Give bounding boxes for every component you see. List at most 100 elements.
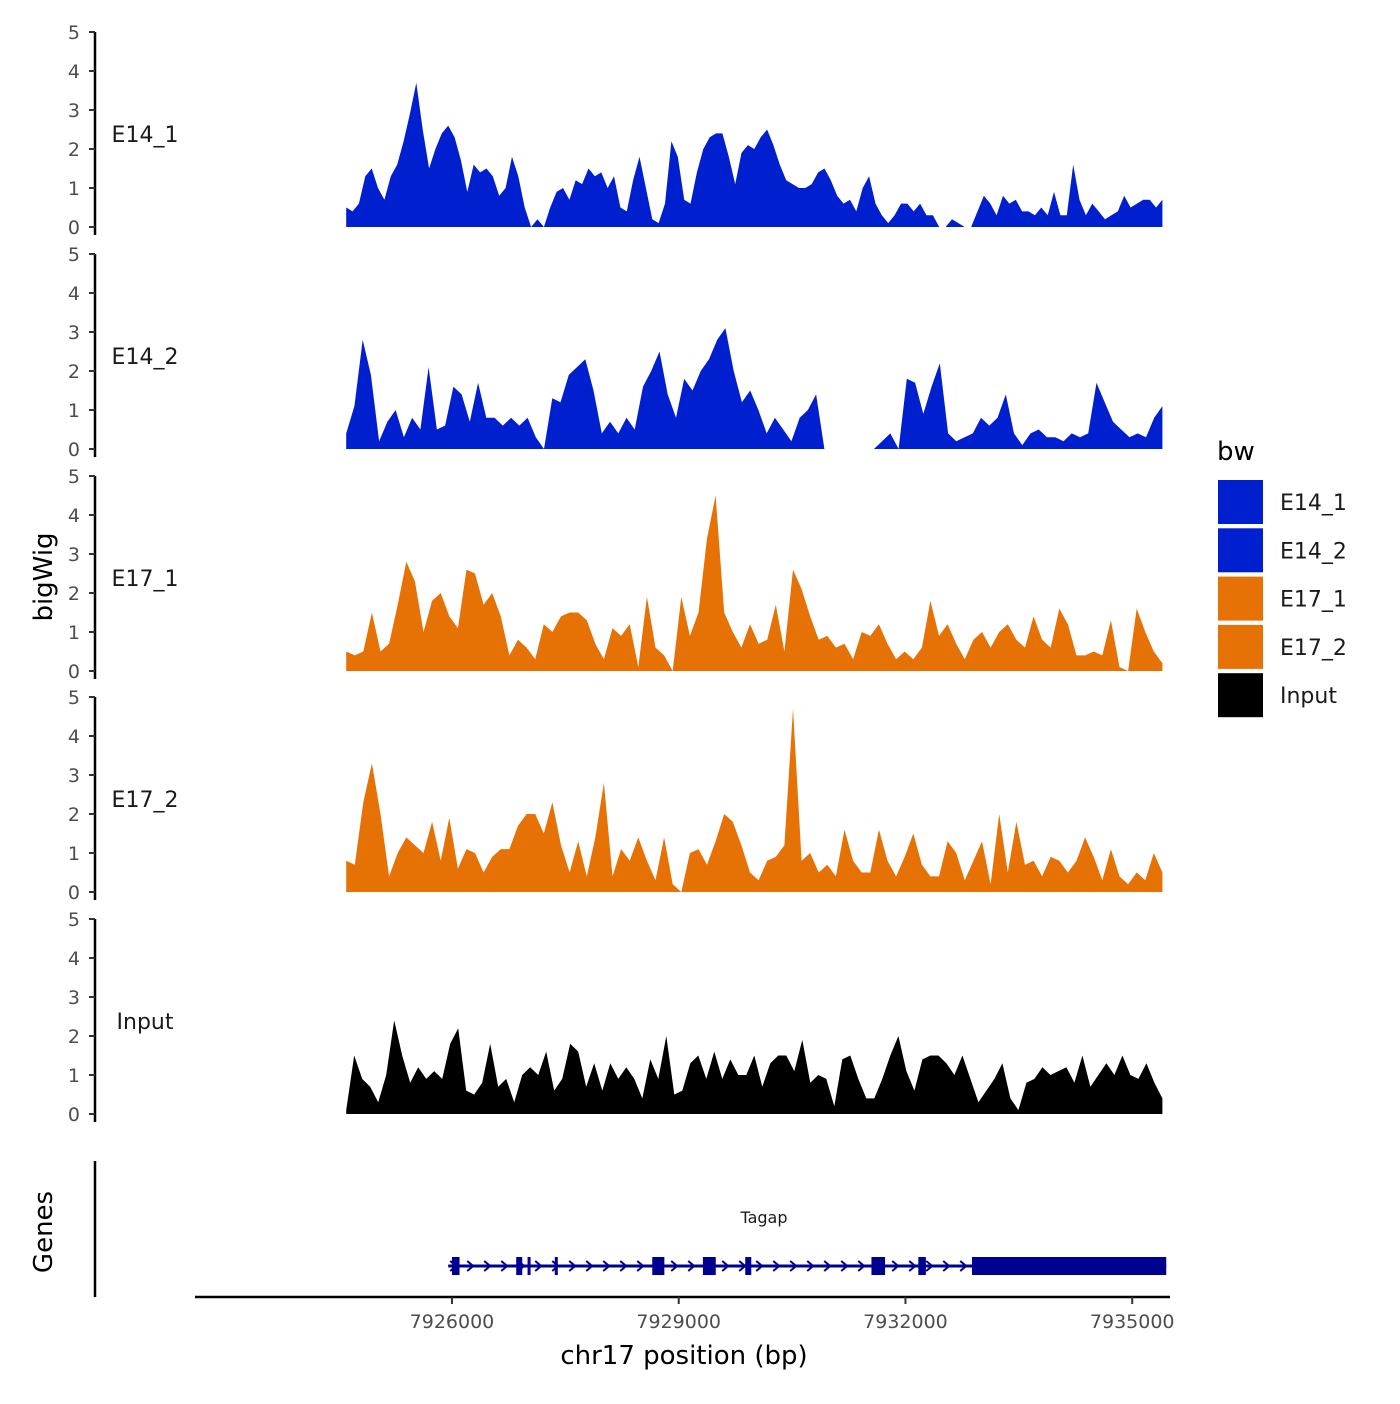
strand-arrow-28 [925, 1260, 934, 1272]
strand-arrow-20 [789, 1260, 798, 1272]
tracks-layer: 0 1 2 3 4 5 E14_1 0 1 2 3 4 5 E14_2 0 1 2 3 4 5 E17_1 0 1 2 3 4 5 E… [68, 22, 1163, 1126]
x-tick-label-1: 7929000 [636, 1311, 721, 1333]
y-tick-label-e14-1-0: 0 [68, 217, 80, 239]
strand-arrow-17 [738, 1260, 747, 1272]
y-tick-label-e17-1-1: 1 [68, 622, 80, 644]
gene-panel-title: Genes [29, 1191, 59, 1273]
strand-arrow-13 [670, 1260, 679, 1272]
y-tick-label-e17-1-0: 0 [68, 661, 80, 683]
track-label-e14-2: E14_2 [112, 345, 179, 370]
strand-arrow-6 [551, 1260, 560, 1272]
y-tick-label-e17-2-4: 4 [68, 726, 80, 748]
strand-arrow-21 [806, 1260, 815, 1272]
track-e17-2: 0 1 2 3 4 5 E17_2 [68, 687, 1163, 904]
strand-arrow-18 [755, 1260, 764, 1272]
strand-arrow-24 [857, 1260, 866, 1272]
track-e14-2: 0 1 2 3 4 5 E14_2 [68, 244, 1163, 461]
strand-arrow-14 [687, 1260, 696, 1272]
y-tick-label-e17-1-2: 2 [68, 583, 80, 605]
x-tick-label-3: 7935000 [1090, 1311, 1175, 1333]
strand-arrow-5 [534, 1260, 543, 1272]
y-tick-label-e14-2-3: 3 [68, 322, 80, 344]
legend-label-input: Input [1280, 684, 1337, 709]
y-tick-label-e17-2-0: 0 [68, 882, 80, 904]
x-tick-label-0: 7926000 [410, 1311, 495, 1333]
y-tick-label-e17-2-2: 2 [68, 804, 80, 826]
strand-arrow-30 [959, 1260, 968, 1272]
strand-arrow-7 [568, 1260, 577, 1272]
y-tick-label-input-5: 5 [68, 909, 80, 931]
y-tick-label-e14-1-5: 5 [68, 22, 80, 44]
legend-swatch-e14-1 [1218, 480, 1263, 524]
area-e14-1 [346, 82, 1163, 227]
gene-exon-2 [527, 1257, 531, 1275]
legend-swatch-e17-2 [1218, 624, 1263, 669]
strand-arrow-11 [636, 1260, 645, 1272]
x-axis-title: chr17 position (bp) [560, 1341, 807, 1371]
x-tick-label-2: 7932000 [863, 1311, 948, 1333]
track-label-e17-2: E17_2 [112, 788, 179, 813]
y-tick-label-e17-2-5: 5 [68, 687, 80, 709]
gene-exon-5 [702, 1257, 716, 1275]
legend-label-e17-2: E17_2 [1280, 636, 1347, 661]
legend-title: bw [1217, 437, 1255, 467]
area-e17-1 [346, 495, 1163, 671]
track-input: 0 1 2 3 4 5 Input [68, 909, 1163, 1126]
gene-layer: Tagap [93, 1161, 1167, 1297]
legend-label-e14-2: E14_2 [1280, 539, 1347, 564]
y-tick-label-e14-2-0: 0 [68, 439, 80, 461]
y-tick-label-e14-1-3: 3 [68, 100, 80, 122]
x-axis: 7926000 7929000 7932000 7935000 [195, 1295, 1175, 1333]
legend-label-e17-1: E17_1 [1280, 588, 1347, 613]
strand-arrow-2 [483, 1260, 492, 1272]
y-tick-label-e14-2-5: 5 [68, 244, 80, 266]
gene-exon-3 [554, 1257, 558, 1275]
track-e14-1: 0 1 2 3 4 5 E14_1 [68, 22, 1163, 239]
gene-exon-6 [745, 1257, 752, 1275]
area-input [346, 1020, 1163, 1114]
gene-exon-0 [451, 1257, 460, 1275]
strand-arrow-9 [602, 1260, 611, 1272]
track-label-input: Input [117, 1010, 174, 1035]
y-tick-label-input-0: 0 [68, 1104, 80, 1126]
strand-arrow-19 [772, 1260, 781, 1272]
y-tick-label-e14-2-2: 2 [68, 361, 80, 383]
y-tick-label-e14-1-2: 2 [68, 139, 80, 161]
strand-arrow-29 [942, 1260, 951, 1272]
y-tick-label-input-1: 1 [68, 1065, 80, 1087]
legend-swatch-e14-2 [1218, 528, 1263, 573]
y-tick-label-input-4: 4 [68, 948, 80, 970]
y-tick-label-e14-1-1: 1 [68, 178, 80, 200]
y-tick-label-e14-2-1: 1 [68, 400, 80, 422]
y-tick-label-e17-1-3: 3 [68, 544, 80, 566]
legend: bw E14_1 E14_2 E17_1 E17_2 Input [1217, 437, 1347, 718]
area-e14-2 [346, 328, 1163, 449]
y-tick-label-e17-1-4: 4 [68, 505, 80, 527]
strand-arrow-3 [500, 1260, 509, 1272]
track-label-e17-1: E17_1 [112, 567, 179, 592]
strand-arrow-1 [466, 1260, 475, 1272]
y-tick-label-e14-2-4: 4 [68, 283, 80, 305]
strand-arrow-27 [908, 1260, 917, 1272]
strand-arrow-26 [891, 1260, 900, 1272]
strand-arrow-10 [619, 1260, 628, 1272]
gene-name-label: Tagap [739, 1208, 787, 1227]
legend-swatch-e17-1 [1218, 576, 1263, 621]
y-tick-label-e17-2-1: 1 [68, 843, 80, 865]
legend-swatch-input [1218, 673, 1263, 718]
legend-label-e14-1: E14_1 [1280, 491, 1347, 516]
gene-exon-9 [971, 1257, 1167, 1275]
gene-exon-8 [918, 1257, 926, 1275]
y-tick-label-e17-1-5: 5 [68, 466, 80, 488]
strand-arrow-8 [585, 1260, 594, 1272]
track-e17-1: 0 1 2 3 4 5 E17_1 [68, 466, 1163, 683]
area-e17-2 [346, 708, 1163, 892]
y-tick-label-input-3: 3 [68, 987, 80, 1009]
gene-exon-4 [652, 1257, 665, 1275]
y-axis-title: bigWig [29, 532, 59, 621]
gene-exon-1 [516, 1257, 523, 1275]
gene-exon-7 [871, 1257, 886, 1275]
strand-arrow-23 [840, 1260, 849, 1272]
y-tick-label-e17-2-3: 3 [68, 765, 80, 787]
